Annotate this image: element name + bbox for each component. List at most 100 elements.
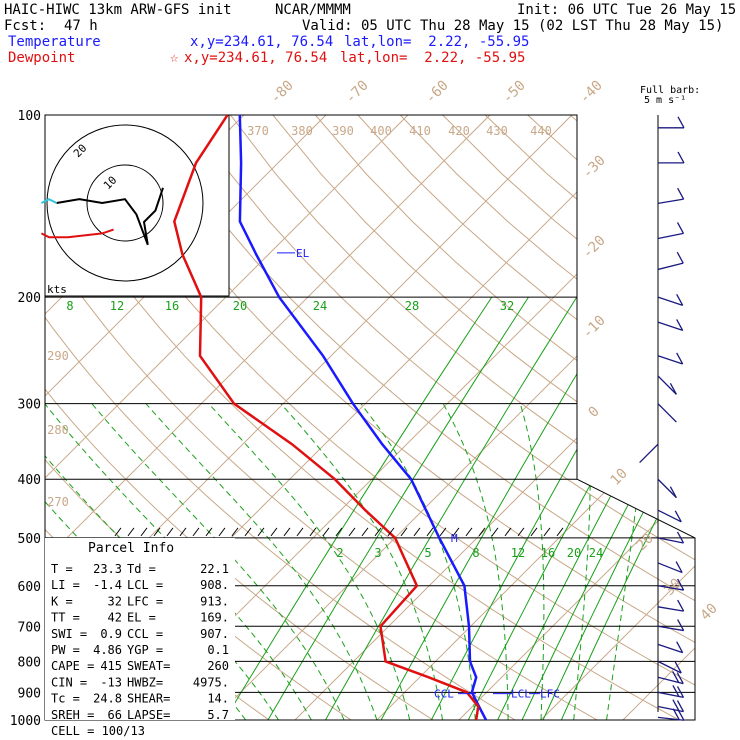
wind-barb bbox=[657, 676, 684, 685]
wind-barb-flag bbox=[675, 561, 683, 573]
dry-adiabat-line bbox=[230, 115, 695, 720]
parcel-cell: -1.4 bbox=[93, 578, 122, 592]
el-marker-label: EL bbox=[296, 247, 310, 260]
dry-adiabat-line bbox=[527, 115, 695, 720]
wind-barb-flag bbox=[674, 510, 682, 523]
pressure-label: 700 bbox=[18, 620, 41, 635]
hatch-mark bbox=[309, 527, 317, 537]
hodograph-frame bbox=[44, 114, 230, 297]
parcel-cell: SREH = bbox=[51, 708, 94, 722]
hatch-mark bbox=[439, 527, 447, 537]
parcel-cell: 23.3 bbox=[93, 562, 122, 576]
theta-label: 370 bbox=[247, 124, 269, 138]
wind-barb bbox=[657, 375, 677, 395]
hatch-mark bbox=[426, 527, 434, 537]
wind-barb-flag bbox=[677, 599, 685, 612]
isotherm-line bbox=[45, 115, 409, 720]
hodograph-trace-black bbox=[56, 187, 164, 246]
parcel-cell: 22.1 bbox=[200, 562, 229, 576]
dry-adiabat-line bbox=[612, 115, 695, 720]
mixing-ratio-label: 32 bbox=[500, 299, 514, 313]
mixing-ratio-label: 3 bbox=[374, 546, 381, 560]
hatch-mark bbox=[218, 527, 226, 537]
valid-time: Valid: 05 UTC Thu 28 May 15 (02 LST Thu … bbox=[302, 18, 724, 34]
dry-adiabat-line bbox=[187, 115, 695, 720]
lfc-marker-label: LFC bbox=[540, 688, 560, 701]
parcel-cell: 5.7 bbox=[207, 708, 229, 722]
mixing-ratio-label: 24 bbox=[313, 299, 327, 313]
barb-legend-line1: Full barb: bbox=[640, 85, 701, 96]
forecast-hour: 47 h bbox=[64, 18, 98, 34]
dry-adiabat-line bbox=[569, 115, 695, 720]
hatch-mark bbox=[452, 527, 460, 537]
parcel-cell: 4975. bbox=[193, 675, 229, 689]
wind-barb-flag bbox=[677, 151, 685, 164]
wind-barb-flag bbox=[672, 685, 680, 697]
isotherm-line bbox=[540, 115, 695, 720]
hatch-mark bbox=[348, 527, 356, 537]
wind-barb bbox=[639, 443, 659, 464]
parcel-cell: 169. bbox=[200, 611, 229, 625]
parcel-cell: Td = bbox=[127, 562, 156, 576]
wind-barb bbox=[657, 606, 684, 612]
wind-barb-flag bbox=[672, 699, 680, 712]
moist-adiabat-line bbox=[145, 403, 378, 720]
mixing-ratio-label: 20 bbox=[567, 546, 581, 560]
parcel-title: Parcel Info bbox=[88, 541, 174, 556]
parcel-cell: 66 bbox=[108, 708, 122, 722]
hatch-mark bbox=[400, 527, 408, 537]
temperature-profile-line bbox=[238, 115, 488, 720]
org-label: NCAR/MMMM bbox=[275, 2, 351, 18]
hatch-mark bbox=[257, 527, 265, 537]
hatch-mark bbox=[296, 527, 304, 537]
isotherm-label: 40 bbox=[698, 601, 721, 624]
parcel-cell: Tc = bbox=[51, 692, 80, 706]
wind-barb-flag bbox=[672, 708, 680, 721]
wind-barb bbox=[657, 585, 684, 591]
pressure-label: 200 bbox=[18, 291, 41, 306]
wind-barb-flag bbox=[676, 672, 684, 684]
dry-adiabat-line bbox=[145, 115, 695, 720]
hatch-mark bbox=[114, 527, 122, 537]
parcel-cell: 4.86 bbox=[93, 643, 122, 657]
parcel-cell: LCL = bbox=[127, 578, 163, 592]
mixing-ratio-line bbox=[267, 296, 529, 720]
theta-label: 420 bbox=[448, 124, 470, 138]
hatch-mark bbox=[556, 527, 564, 537]
parcel-cell: YGP = bbox=[127, 643, 163, 657]
dewpoint-xy: x,y=234.61, 76.54 bbox=[184, 50, 328, 66]
hatch-mark bbox=[179, 527, 187, 537]
hatch-mark bbox=[387, 527, 395, 537]
mixing-ratio-label: 16 bbox=[541, 546, 555, 560]
parcel-cell: CAPE = bbox=[51, 659, 94, 673]
wind-barb bbox=[657, 321, 683, 332]
wind-barb bbox=[657, 643, 683, 654]
moist-adiabat-line bbox=[606, 403, 648, 720]
hatch-mark bbox=[413, 527, 421, 537]
hatch-mark bbox=[517, 527, 525, 537]
isotherm-label: -10 bbox=[580, 313, 609, 342]
parcel-info-table: Parcel Info T = 23.3 Td = 22.1 LI = -1.4 LCL = 9… bbox=[45, 538, 235, 738]
wind-barb bbox=[657, 625, 684, 632]
moist-adiabat-line bbox=[208, 403, 411, 720]
wind-barb-flag bbox=[676, 319, 684, 331]
wind-barb-flag bbox=[672, 671, 680, 683]
parcel-cell: 14. bbox=[207, 692, 229, 706]
mixing-ratio-line bbox=[380, 296, 624, 720]
wind-barb-flag bbox=[677, 116, 685, 129]
pressure-label: 400 bbox=[18, 473, 41, 488]
wind-barb-flag bbox=[677, 187, 685, 200]
pressure-label: 900 bbox=[18, 686, 41, 701]
mixing-ratio-label: 8 bbox=[472, 546, 479, 560]
dry-adiabat-line bbox=[45, 115, 695, 720]
m-marker-label: M bbox=[451, 532, 458, 545]
dry-adiabat-line bbox=[102, 115, 695, 720]
parcel-cell: LI = bbox=[51, 578, 80, 592]
moist-adiabat-line bbox=[519, 403, 545, 720]
wind-barb bbox=[657, 716, 684, 721]
temperature-legend-label: Temperature bbox=[8, 34, 101, 50]
wind-barb bbox=[657, 355, 683, 365]
parcel-cell: CELL = 100/13 bbox=[51, 724, 145, 738]
theta-label: 440 bbox=[530, 124, 552, 138]
hatch-mark bbox=[491, 527, 499, 537]
